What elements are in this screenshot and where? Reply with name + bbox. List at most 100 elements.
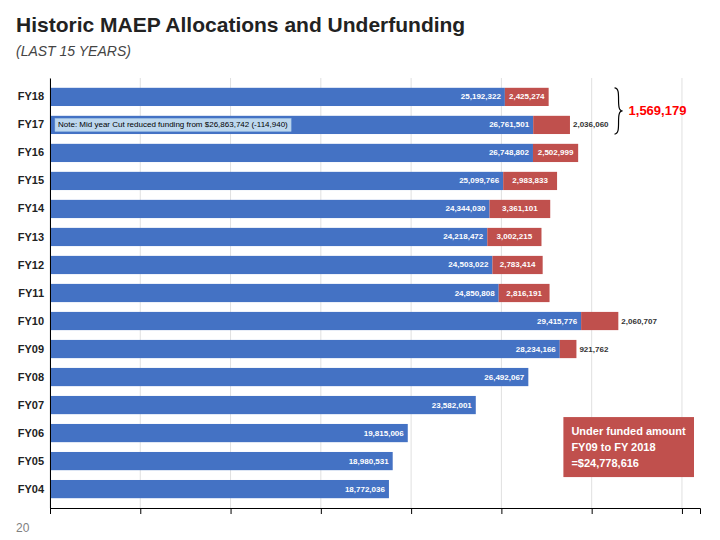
- y-tick: FY12: [18, 259, 44, 271]
- bar: [50, 228, 487, 246]
- y-tick: FY09: [18, 343, 44, 355]
- annotation-line: =$24,778,616: [571, 457, 639, 469]
- annotation: Under funded amountFY09 to FY 2018=$24,7…: [563, 417, 694, 477]
- grid-line: [50, 78, 51, 508]
- annotation-text: Under funded amountFY09 to FY 2018=$24,7…: [571, 425, 686, 469]
- x-tick: [231, 508, 232, 514]
- y-tick-label: FY10: [18, 315, 44, 327]
- bar: [50, 396, 476, 414]
- x-tick: [50, 508, 51, 514]
- note-box: [55, 118, 291, 131]
- x-tick-mark: [682, 508, 683, 514]
- x-tick: [592, 508, 593, 514]
- annotation-box: [563, 417, 694, 477]
- y-tick: FY08: [18, 371, 44, 383]
- bar: [503, 172, 557, 190]
- data-label: 25,099,766: [459, 176, 500, 185]
- x-tick: [140, 508, 141, 514]
- bar: [487, 228, 541, 246]
- data-label: 25,192,322: [461, 92, 502, 101]
- x-axis-line: [51, 509, 701, 515]
- y-tick-label: FY05: [18, 455, 44, 467]
- bar: [533, 116, 570, 134]
- y-tick: FY06: [18, 427, 44, 439]
- y-tick-label: FY14: [18, 202, 45, 214]
- y-tick-label: FY12: [18, 259, 44, 271]
- data-label: 24,344,030: [445, 204, 486, 213]
- bar: [475, 396, 476, 414]
- y-tick-label: FY06: [18, 427, 44, 439]
- bar: [490, 200, 551, 218]
- x-tick-mark: [411, 508, 412, 514]
- data-label: 2,060,707: [621, 317, 657, 326]
- y-tick-label: FY08: [18, 371, 44, 383]
- bar: [50, 256, 492, 274]
- data-label: 29,415,776: [537, 317, 578, 326]
- bar: [50, 144, 533, 162]
- y-tick-label: FY13: [18, 230, 44, 242]
- bar: [50, 424, 408, 442]
- data-label: 23,582,001: [432, 401, 473, 410]
- y-tick: FY16: [18, 146, 44, 158]
- bar: [50, 340, 560, 358]
- data-label: 28,234,166: [516, 345, 557, 354]
- data-label: 3,002,215: [497, 232, 533, 241]
- bar: [492, 256, 542, 274]
- bar: [581, 312, 618, 330]
- data-label: 921,762: [579, 345, 608, 354]
- x-tick: [411, 508, 412, 514]
- bar: [50, 368, 528, 386]
- x-tick-mark: [592, 508, 593, 514]
- data-label: 2,983,833: [512, 176, 548, 185]
- y-tick: FY11: [18, 287, 44, 299]
- y-axis: FY18 FY17 FY16 FY15 FY14 FY13 FY12 FY11 FY10 FY09…: [18, 79, 51, 509]
- annotation-line: FY09 to FY 2018: [571, 441, 655, 453]
- y-tick: FY07: [18, 399, 44, 411]
- bar: [528, 368, 529, 386]
- grid: [50, 78, 682, 508]
- data-label: 24,503,022: [448, 260, 489, 269]
- y-tick-label: FY11: [18, 287, 44, 299]
- bar: [407, 424, 408, 442]
- plot: FY18 FY17 FY16 FY15 FY14 FY13 FY12 FY11 FY10 FY09…: [18, 78, 701, 514]
- y-tick: FY04: [18, 483, 45, 495]
- data-label: 24,218,472: [443, 232, 484, 241]
- bar: [505, 88, 549, 106]
- page-number: 20: [16, 521, 30, 535]
- data-label: 18,772,036: [345, 485, 386, 494]
- y-tick-label: FY17: [18, 118, 44, 130]
- y-tick-label: FY04: [18, 483, 45, 495]
- data-label: 26,761,501: [489, 120, 530, 129]
- x-tick-mark: [231, 508, 232, 514]
- bar: [50, 480, 389, 498]
- x-axis: [51, 508, 701, 514]
- note-text: Note: Mid year Cut reduced funding from …: [58, 120, 288, 129]
- y-tick: FY17: [18, 118, 44, 130]
- data-label: 2,783,414: [500, 260, 536, 269]
- x-tick: [682, 508, 683, 514]
- page: {"chart_data": { "type": "bar", "orienta…: [0, 0, 720, 540]
- y-tick-label: FY15: [18, 174, 44, 186]
- x-tick-mark: [50, 508, 51, 514]
- bar: [392, 452, 393, 470]
- bar: [50, 88, 505, 106]
- data-label: 2,425,274: [509, 92, 545, 101]
- x-tick: [321, 508, 322, 514]
- bar: [50, 312, 581, 330]
- y-tick: FY14: [18, 202, 45, 214]
- bars: [50, 88, 618, 498]
- data-label: 2,502,999: [538, 148, 574, 157]
- y-tick-label: FY18: [18, 90, 44, 102]
- y-tick: FY10: [18, 315, 44, 327]
- brace: [615, 88, 623, 134]
- x-tick-mark: [321, 508, 322, 514]
- y-tick: FY18: [18, 90, 44, 102]
- data-label: 2,816,191: [506, 289, 542, 298]
- labels: 25,192,322 26,761,501 26,748,802 25,099,766…: [55, 88, 694, 494]
- bar: [50, 284, 499, 302]
- bar: [388, 480, 389, 498]
- brace-label: 1,569,179: [629, 103, 687, 118]
- y-tick-label: FY16: [18, 146, 44, 158]
- y-tick: FY15: [18, 174, 44, 186]
- data-label: 26,748,802: [489, 148, 530, 157]
